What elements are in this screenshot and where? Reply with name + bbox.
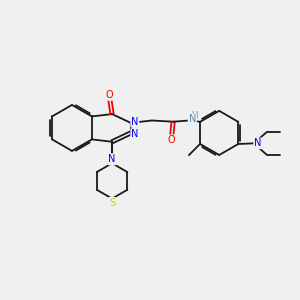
Text: N: N bbox=[189, 114, 196, 124]
Text: N: N bbox=[109, 154, 116, 164]
Text: N: N bbox=[108, 154, 116, 164]
Text: O: O bbox=[106, 90, 113, 100]
Text: S: S bbox=[109, 198, 115, 208]
Text: N: N bbox=[131, 117, 139, 127]
Text: N: N bbox=[254, 138, 261, 148]
Text: N: N bbox=[131, 129, 139, 139]
Text: O: O bbox=[168, 135, 176, 145]
Text: H: H bbox=[191, 111, 198, 120]
